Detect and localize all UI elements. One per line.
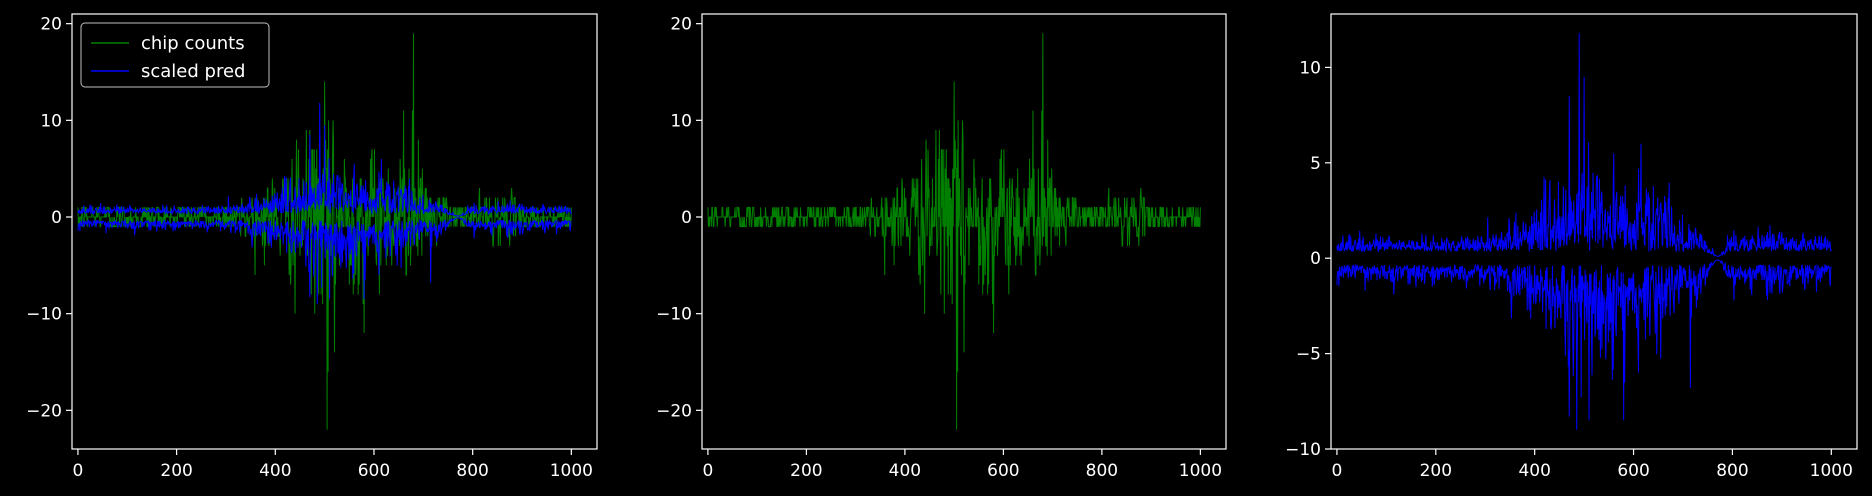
legend-label: scaled pred xyxy=(141,61,245,82)
y-tick-label: 0 xyxy=(51,208,62,228)
x-tick-label: 1000 xyxy=(1179,461,1222,481)
x-tick-label: 1000 xyxy=(550,461,593,481)
y-tick-label: −20 xyxy=(656,401,692,421)
x-tick-label: 0 xyxy=(1332,461,1343,481)
y-tick-label: −10 xyxy=(656,305,692,325)
y-tick-label: −10 xyxy=(1285,440,1321,460)
series-line-scaled-pred-positive xyxy=(1336,33,1832,257)
x-tick-label: 200 xyxy=(160,461,192,481)
series-line-scaled-pred-negative xyxy=(77,217,572,305)
x-tick-label: 400 xyxy=(1518,461,1550,481)
y-tick-label: 0 xyxy=(1310,249,1321,269)
x-tick-label: 800 xyxy=(1086,461,1118,481)
x-tick-label: 600 xyxy=(358,461,390,481)
subplot-2: 0 200 400 600 800 1000 −20 −10 0 10 20 xyxy=(656,13,1227,481)
plot-area xyxy=(77,33,572,430)
legend-label: chip counts xyxy=(141,33,245,54)
y-tick-label: 20 xyxy=(40,15,62,35)
x-tick-label: 0 xyxy=(702,461,713,481)
x-tick-label: 800 xyxy=(1716,461,1748,481)
x-tick-label: 200 xyxy=(1420,461,1452,481)
axes-frame xyxy=(701,13,1227,450)
axes-frame xyxy=(1330,13,1858,450)
y-tick-label: −5 xyxy=(1296,345,1321,365)
x-tick-label: 600 xyxy=(1617,461,1649,481)
y-tick-label: 10 xyxy=(40,111,62,131)
y-tick-label: −20 xyxy=(26,401,62,421)
x-tick-label: 1000 xyxy=(1810,461,1853,481)
series-line-scaled-pred-negative xyxy=(1336,259,1832,430)
x-tick-label: 600 xyxy=(987,461,1019,481)
axes-frame xyxy=(71,13,598,450)
series-line-chip-counts xyxy=(77,33,572,430)
y-tick-label: 10 xyxy=(1299,58,1321,78)
subplot-1: 0 200 400 600 800 1000 −20 −10 0 10 20 chip counts s… xyxy=(26,13,598,481)
y-tick-label: 10 xyxy=(670,111,692,131)
series-line-scaled-pred-positive xyxy=(77,102,572,217)
x-tick-label: 400 xyxy=(259,461,291,481)
legend: chip counts scaled pred xyxy=(80,22,270,88)
y-tick-label: 5 xyxy=(1310,154,1321,174)
x-tick-label: 800 xyxy=(456,461,488,481)
subplot-3: 0 200 400 600 800 1000 −10 −5 0 5 10 xyxy=(1285,13,1858,481)
series-line-chip-counts xyxy=(707,33,1201,430)
plot-area xyxy=(1336,33,1832,430)
x-tick-label: 400 xyxy=(889,461,921,481)
y-tick-label: 0 xyxy=(681,208,692,228)
y-tick-label: 20 xyxy=(670,15,692,35)
x-tick-label: 200 xyxy=(790,461,822,481)
x-tick-label: 0 xyxy=(73,461,84,481)
y-tick-label: −10 xyxy=(26,305,62,325)
plot-area xyxy=(707,33,1201,430)
